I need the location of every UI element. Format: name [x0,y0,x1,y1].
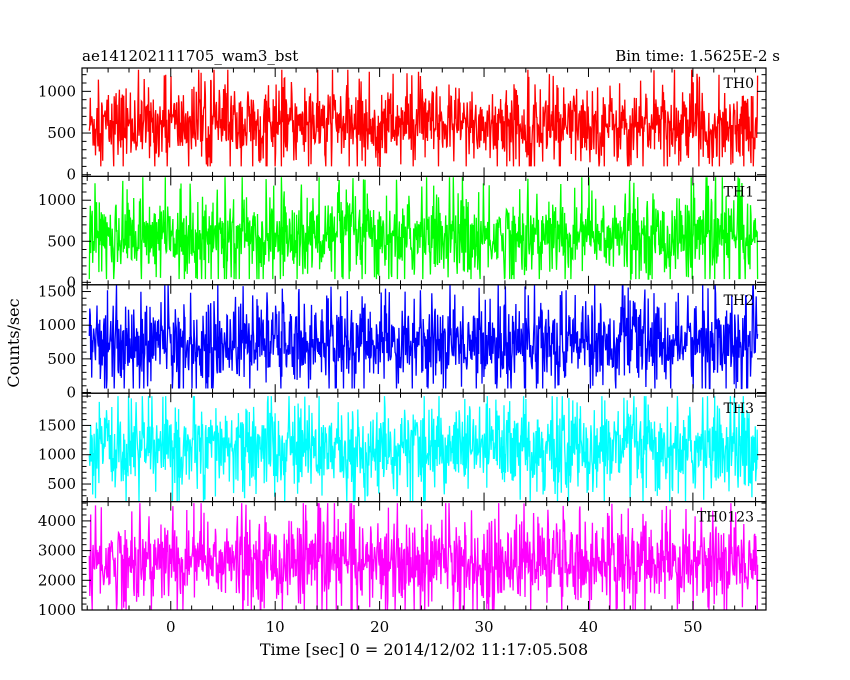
y-tick-label: 1000 [38,82,76,100]
panel-th3: 500 1000 1500 TH3 [38,392,767,503]
panel-label: TH2 [724,293,754,309]
y-tick-label: 1500 [38,283,76,301]
x-tick-labels: 0 10 20 30 40 50 [166,618,702,636]
panel-label: TH3 [724,401,754,417]
y-tick-label: 1500 [38,416,76,434]
x-tick-label: 40 [579,618,598,636]
chart-title-right: Bin time: 1.5625E-2 s [615,47,780,65]
chart-title-left: ae141202111705_wam3_bst [82,47,298,65]
panel-th1: 0 500 1000 TH1 [38,175,767,291]
x-tick-label: 0 [166,618,176,636]
panel-label: TH1 [724,184,754,200]
x-tick-label: 50 [683,618,702,636]
x-axis-label: Time [sec] 0 = 2014/12/02 11:17:05.508 [260,640,588,659]
y-tick-label: 2000 [38,571,76,589]
series-th2 [88,284,759,390]
y-tick-label: 500 [47,350,76,368]
panel-th0123: 1000 2000 3000 4000 TH0123 [38,501,767,619]
y-tick-label: 0 [66,273,76,291]
y-tick-label: 1000 [38,601,76,619]
y-tick-label: 1000 [38,316,76,334]
series-th0123 [88,503,759,611]
x-tick-label: 30 [474,618,493,636]
y-tick-label: 3000 [38,542,76,560]
series-th3 [88,396,759,502]
series-th0 [88,69,759,168]
y-tick-label: 500 [47,232,76,250]
panel-label: TH0 [724,76,754,92]
panel-label: TH0123 [697,510,754,526]
x-tick-label: 20 [370,618,389,636]
series-th1 [88,177,759,280]
y-tick-label: 500 [47,475,76,493]
panel-group: 0 500 1000 TH0 0 500 1000 TH1 0 500 1000 1500 TH2 500… [38,67,767,619]
y-tick-label: 1000 [38,446,76,464]
panel-th0: 0 500 1000 TH0 [38,67,767,184]
y-tick-label: 0 [66,166,76,184]
y-tick-label: 4000 [38,512,76,530]
panel-frame [81,501,767,611]
x-tick-label: 10 [266,618,285,636]
y-axis-label: Counts/sec [4,298,23,387]
y-tick-label: 1000 [38,191,76,209]
y-tick-label: 500 [47,124,76,142]
panel-th2: 0 500 1000 1500 TH2 [38,283,767,402]
y-tick-label: 0 [66,384,76,402]
